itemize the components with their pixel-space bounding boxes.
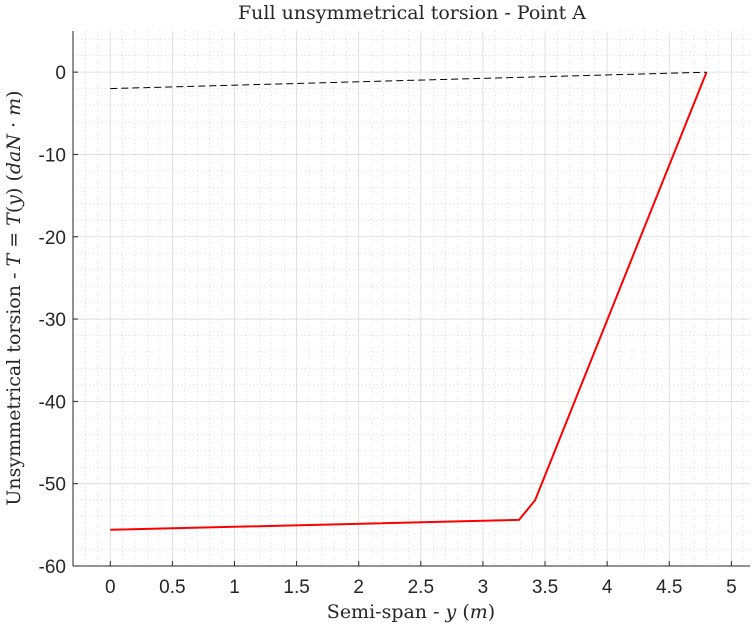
- x-tick-label: 0: [105, 577, 116, 598]
- y-tick-label: -60: [39, 557, 66, 578]
- series-layer: [110, 71, 708, 531]
- y-ticks: 0 -10 -20 -30 -40 -50 -60: [39, 63, 78, 578]
- y-axis-label: Unsymmetrical torsion - T = T(y) (daN · …: [3, 90, 25, 505]
- x-tick-label: 4.5: [656, 577, 682, 598]
- minor-grid: [72, 31, 750, 566]
- y-tick-label: -10: [39, 145, 66, 166]
- x-tick-label: 2: [353, 577, 364, 598]
- x-ticks: 0 0.5 1 1.5 2 2.5 3 3.5 4 4.5 5: [105, 561, 737, 598]
- y-tick-label: 0: [55, 63, 66, 84]
- x-tick-label: 5: [726, 577, 737, 598]
- x-tick-label: 4: [602, 577, 613, 598]
- x-tick-label: 3.5: [532, 577, 558, 598]
- chart-title: Full unsymmetrical torsion - Point A: [238, 2, 586, 24]
- torsion-series-line: [110, 71, 708, 531]
- x-axis-label: Semi-span - y (m): [327, 601, 495, 623]
- x-tick-label: 1.5: [283, 577, 309, 598]
- axes: [72, 31, 750, 567]
- y-tick-label: -50: [39, 475, 66, 496]
- x-tick-label: 1: [229, 577, 240, 598]
- y-tick-label: -20: [39, 228, 66, 249]
- x-tick-label: 3: [478, 577, 489, 598]
- y-tick-label: -40: [39, 392, 66, 413]
- major-grid: [73, 31, 750, 567]
- x-tick-label: 2.5: [408, 577, 434, 598]
- y-tick-label: -30: [39, 310, 66, 331]
- x-tick-label: 0.5: [159, 577, 185, 598]
- reference-dashed-line: [110, 71, 707, 90]
